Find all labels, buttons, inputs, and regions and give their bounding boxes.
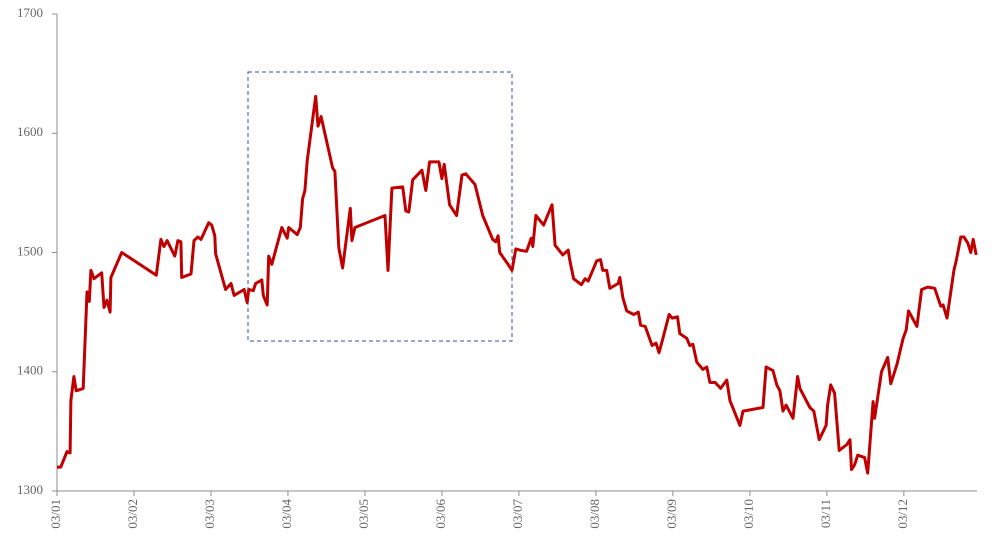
y-tick-label: 1700 (17, 5, 43, 20)
x-tick-label: 03/12 (895, 499, 910, 529)
line-series (57, 94, 978, 475)
y-tick-label: 1600 (17, 124, 43, 139)
x-tick-label: 03/06 (433, 499, 448, 529)
x-tick-label: 03/08 (587, 499, 602, 529)
x-tick-label: 03/04 (279, 499, 294, 529)
x-tick-label: 03/10 (741, 499, 756, 529)
y-tick-label: 1500 (17, 243, 43, 258)
x-tick-label: 03/07 (510, 499, 525, 529)
highlight-box (247, 71, 513, 342)
x-tick-label: 03/09 (664, 499, 679, 529)
x-tick-label: 03/01 (48, 499, 63, 529)
y-tick-label: 1300 (17, 482, 43, 497)
x-tick-label: 03/03 (202, 499, 217, 529)
x-tick-label: 03/05 (356, 499, 371, 529)
y-tick-label: 1400 (17, 363, 43, 378)
x-tick-label: 03/11 (818, 499, 833, 528)
x-tick-label: 03/02 (125, 499, 140, 529)
